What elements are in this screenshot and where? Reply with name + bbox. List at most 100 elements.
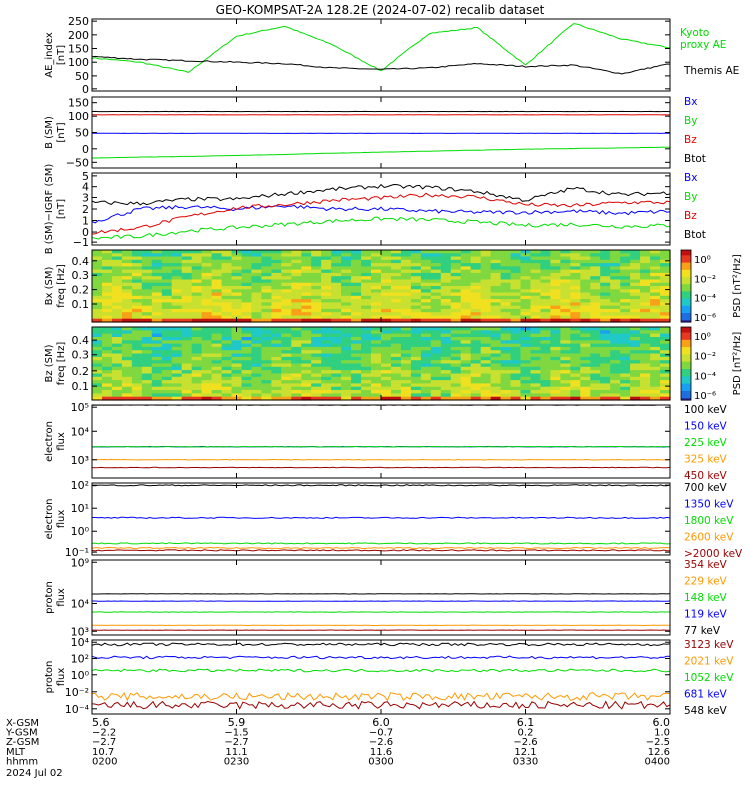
spectrogram-cell: [400, 266, 412, 271]
spectrogram-cell: [500, 333, 512, 338]
spectrogram-cell: [650, 393, 661, 398]
spectrogram-cell: [111, 308, 123, 313]
spectrogram-cell: [420, 393, 432, 398]
spectrogram-cell: [540, 276, 551, 281]
spectrogram-cell: [490, 308, 502, 313]
spectrogram-cell: [460, 366, 472, 371]
spectrogram-cell: [450, 308, 462, 313]
spectrogram-cell: [391, 318, 402, 323]
spectrogram-cell: [391, 282, 402, 287]
spectrogram-cell: [510, 327, 522, 331]
spectrogram-cell: [400, 286, 412, 290]
spectrogram-cell: [550, 327, 561, 331]
spectrogram-cell: [211, 333, 223, 338]
spectrogram-cell: [171, 366, 183, 371]
spectrogram-cell: [540, 376, 551, 381]
spectrogram-cell: [261, 330, 272, 335]
spectrogram-cell: [550, 343, 561, 348]
spectrogram-cell: [261, 315, 272, 320]
spectrogram-cell: [550, 263, 561, 267]
spectrogram-cell: [460, 390, 472, 394]
spectrogram-cell: [400, 308, 412, 313]
spectrogram-cell: [480, 370, 492, 374]
spectrogram-cell: [331, 302, 342, 307]
spectrogram-cell: [640, 295, 651, 300]
spectrogram-cell: [660, 370, 671, 374]
spectrogram-cell: [530, 363, 542, 368]
spectrogram-cell: [301, 360, 312, 365]
spectrogram-cell: [201, 315, 213, 320]
spectrogram-cell: [331, 282, 342, 287]
spectrogram-cell: [630, 308, 641, 313]
spectrogram-cell: [490, 396, 502, 401]
spectrogram-cell: [261, 318, 272, 323]
spectrogram-cell: [490, 292, 502, 297]
spectrogram-cell: [410, 330, 422, 335]
spectrogram-cell: [331, 327, 342, 331]
spectrogram-cell: [201, 330, 213, 335]
spectrogram-cell: [141, 318, 153, 323]
spectrogram-cell: [460, 295, 472, 300]
spectrogram-cell: [92, 266, 103, 271]
spectrogram-cell: [191, 393, 203, 398]
spectrogram-cell: [391, 350, 402, 355]
spectrogram-cell: [341, 299, 352, 303]
spectrogram-cell: [640, 373, 651, 378]
spectrogram-cell: [351, 363, 362, 368]
spectrogram-cell: [590, 308, 601, 313]
spectrogram-cell: [630, 302, 641, 307]
spectrogram-cell: [540, 360, 551, 365]
spectrogram-cell: [590, 383, 601, 388]
spectrogram-cell: [470, 289, 482, 294]
spectrogram-cell: [480, 282, 492, 287]
spectrogram-cell: [201, 350, 213, 355]
spectrogram-cell: [550, 393, 561, 398]
spectrogram-cell: [231, 256, 243, 261]
spectrogram-cell: [430, 253, 442, 258]
spectrogram-cell: [440, 370, 452, 374]
spectrogram-cell: [221, 327, 233, 331]
spectrogram-cell: [271, 363, 282, 368]
spectrogram-cell: [141, 343, 153, 348]
spectrogram-cell: [211, 353, 223, 358]
spectrogram-cell: [311, 396, 322, 401]
spectrogram-cell: [590, 396, 601, 401]
spectrogram-cell: [600, 308, 611, 313]
spectrogram-cell: [191, 253, 203, 258]
spectrogram-cell: [351, 360, 362, 365]
spectrogram-cell: [271, 353, 282, 358]
spectrogram-cell: [630, 266, 641, 271]
spectrogram-cell: [410, 276, 422, 281]
spectrogram-cell: [450, 292, 462, 297]
spectrogram-cell: [620, 330, 631, 335]
spectrogram-cell: [381, 386, 392, 391]
spectrogram-cell: [570, 337, 581, 341]
spectrogram-cell: [391, 289, 402, 294]
spectrogram-cell: [410, 390, 422, 394]
colorbar-segment: [681, 330, 691, 333]
spectrogram-cell: [580, 350, 591, 355]
spectrogram-cell: [580, 302, 591, 307]
spectrogram-cell: [620, 315, 631, 320]
spectrogram-cell: [251, 366, 262, 371]
spectrogram-cell: [181, 276, 193, 281]
spectrogram-cell: [610, 360, 621, 365]
spectrogram-cell: [141, 370, 153, 374]
spectrogram-cell: [550, 272, 561, 277]
spectrogram-cell: [510, 250, 522, 254]
spectrogram-cell: [590, 363, 601, 368]
legend-entry: 1800 keV: [684, 515, 734, 527]
spectrogram-cell: [221, 370, 233, 374]
spectrogram-cell: [430, 263, 442, 267]
spectrogram-cell: [131, 383, 143, 388]
spectrogram-cell: [361, 263, 372, 267]
spectrogram-cell: [510, 353, 522, 358]
spectrogram-cell: [540, 266, 551, 271]
spectrogram-cell: [590, 263, 601, 267]
spectrogram-cell: [291, 295, 302, 300]
spectrogram-cell: [201, 253, 213, 258]
spectrogram-cell: [480, 333, 492, 338]
spectrogram-cell: [470, 337, 482, 341]
spectrogram-cell: [351, 315, 362, 320]
spectrogram-cell: [381, 266, 392, 271]
